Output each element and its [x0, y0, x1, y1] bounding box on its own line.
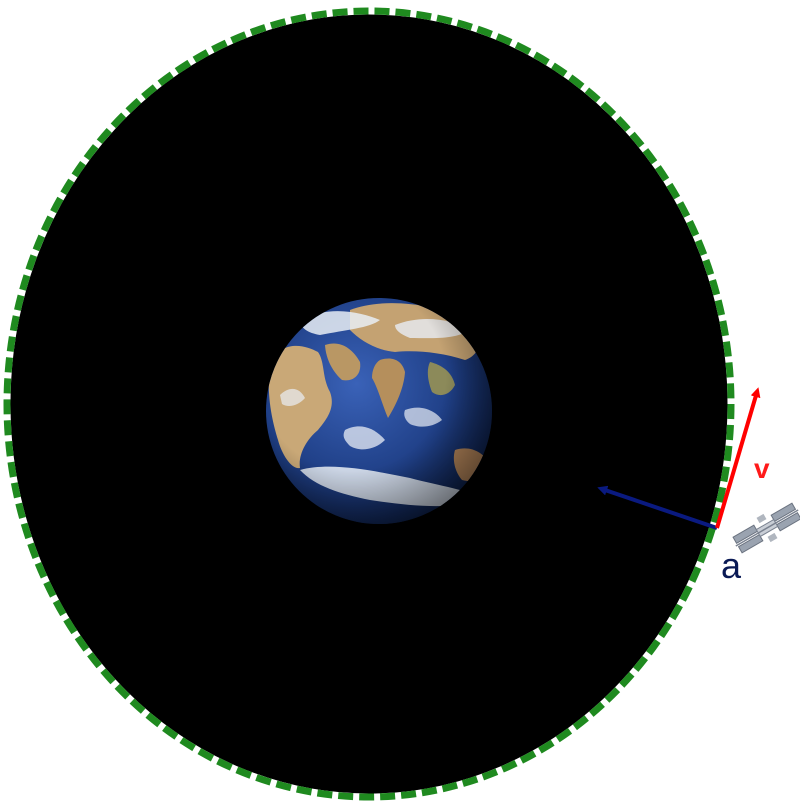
earth-icon	[266, 298, 492, 524]
orbit-path	[3, 7, 735, 801]
satellite-icon	[732, 502, 800, 554]
acceleration-label: a	[721, 545, 742, 586]
acceleration-vector	[597, 485, 718, 530]
velocity-label: v	[754, 453, 770, 484]
velocity-vector	[715, 387, 761, 529]
